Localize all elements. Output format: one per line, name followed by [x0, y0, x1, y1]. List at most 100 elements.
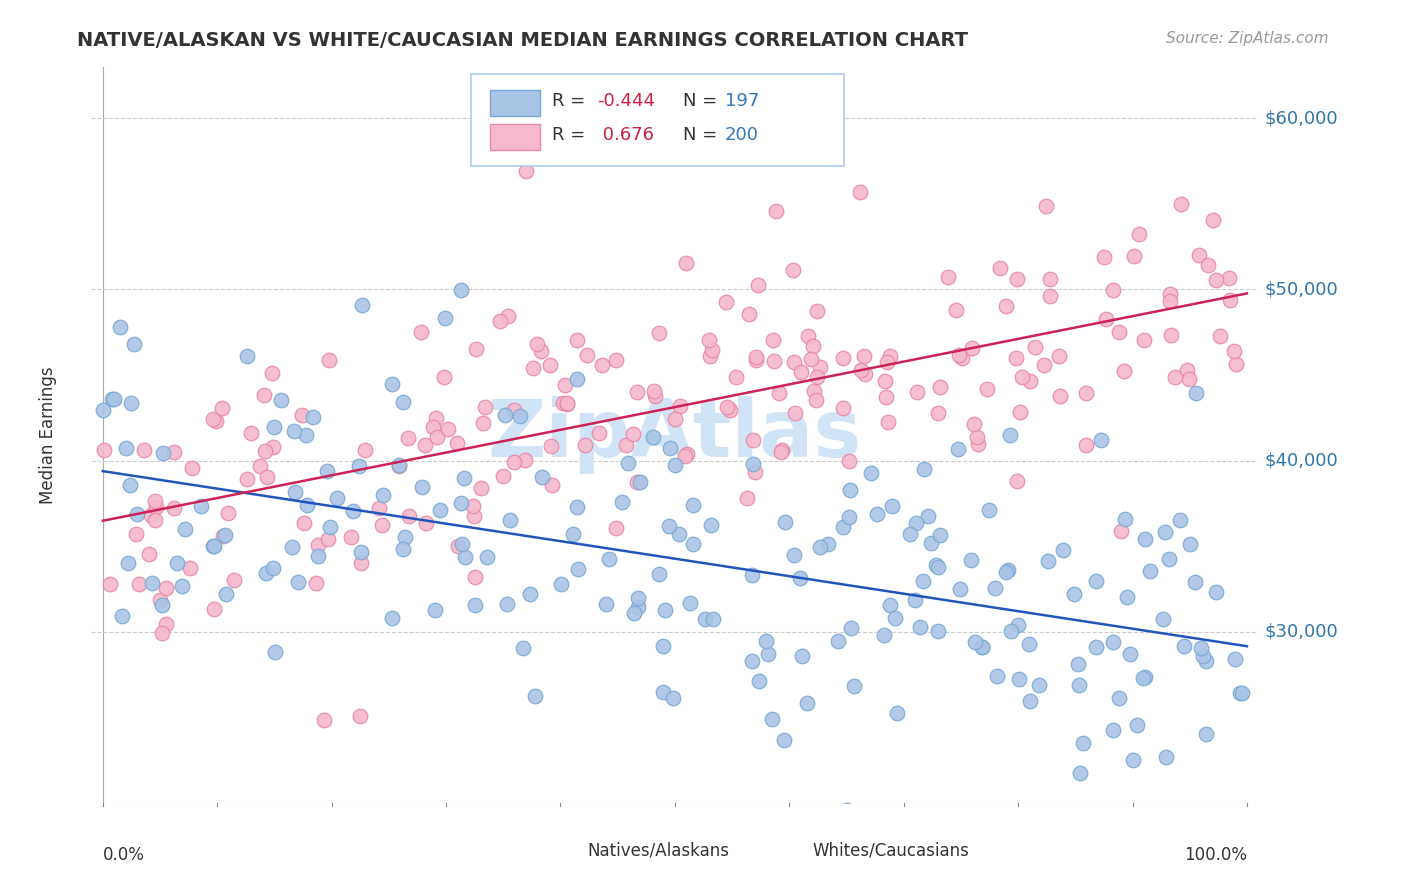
Point — [617, 456, 640, 470]
Point — [605, 521, 627, 535]
Point — [305, 576, 328, 591]
Point — [662, 690, 685, 705]
Point — [98, 577, 121, 591]
Point — [1114, 511, 1136, 525]
Point — [576, 348, 599, 362]
Point — [1115, 590, 1137, 604]
Point — [256, 470, 278, 484]
Point — [875, 390, 897, 404]
Point — [1047, 350, 1070, 364]
Point — [307, 549, 329, 564]
Point — [1156, 750, 1178, 764]
Point — [145, 513, 167, 527]
Point — [217, 506, 239, 520]
Point — [1018, 374, 1040, 388]
Point — [496, 310, 519, 324]
Point — [741, 568, 763, 582]
Point — [756, 647, 779, 661]
Point — [1018, 637, 1040, 651]
Point — [621, 426, 644, 441]
Point — [803, 384, 825, 399]
Point — [212, 529, 235, 543]
Point — [1205, 273, 1227, 287]
Point — [1170, 197, 1192, 211]
Point — [925, 558, 948, 573]
Point — [426, 430, 449, 444]
Point — [697, 333, 720, 347]
Point — [623, 606, 645, 620]
Point — [966, 430, 988, 444]
Point — [1039, 289, 1062, 303]
Point — [214, 528, 236, 542]
Point — [498, 513, 520, 527]
Point — [716, 400, 738, 414]
Point — [115, 441, 138, 455]
Point — [550, 577, 572, 591]
Point — [641, 430, 664, 444]
Point — [628, 475, 651, 489]
Point — [1102, 723, 1125, 738]
Point — [1202, 213, 1225, 227]
Point — [565, 372, 588, 386]
Text: Natives/Alaskans: Natives/Alaskans — [588, 842, 730, 860]
Point — [714, 295, 737, 310]
Point — [253, 444, 276, 458]
Point — [1135, 670, 1157, 684]
Point — [927, 560, 949, 574]
Point — [796, 329, 818, 343]
Point — [673, 449, 696, 463]
Point — [998, 427, 1021, 442]
Point — [959, 552, 981, 566]
Point — [769, 444, 792, 458]
Point — [1101, 635, 1123, 649]
Point — [972, 640, 994, 654]
Text: Whites/Caucasians: Whites/Caucasians — [813, 842, 970, 860]
Point — [647, 566, 669, 581]
Point — [912, 462, 935, 476]
Point — [745, 353, 768, 368]
Point — [1094, 312, 1116, 326]
Point — [371, 488, 394, 502]
Point — [831, 351, 853, 365]
Point — [451, 537, 474, 551]
Point — [908, 619, 931, 633]
Point — [295, 498, 318, 512]
Point — [920, 535, 942, 549]
Point — [1126, 717, 1149, 731]
Point — [963, 417, 986, 431]
Text: $50,000: $50,000 — [1264, 280, 1339, 299]
Point — [474, 400, 496, 414]
Point — [254, 566, 277, 581]
Point — [530, 344, 553, 359]
Point — [350, 556, 373, 570]
Point — [654, 603, 676, 617]
Text: -0.444: -0.444 — [596, 93, 655, 111]
Point — [1108, 690, 1130, 705]
Point — [179, 561, 201, 575]
Point — [540, 359, 562, 373]
Point — [103, 392, 125, 407]
Point — [664, 458, 686, 472]
Point — [853, 368, 876, 382]
Point — [1122, 249, 1144, 263]
Point — [150, 598, 173, 612]
Point — [976, 382, 998, 396]
Point — [1052, 543, 1074, 558]
Point — [354, 443, 377, 458]
Text: $30,000: $30,000 — [1264, 623, 1339, 640]
Point — [470, 481, 492, 495]
Point — [960, 341, 983, 355]
Point — [796, 697, 818, 711]
Point — [598, 552, 620, 566]
Point — [773, 732, 796, 747]
Point — [702, 343, 724, 358]
Point — [929, 380, 952, 394]
Point — [1219, 293, 1241, 307]
Point — [163, 501, 186, 516]
Point — [1007, 618, 1029, 632]
Point — [368, 500, 391, 515]
Point — [141, 576, 163, 591]
Point — [1108, 326, 1130, 340]
Point — [1084, 574, 1107, 589]
Point — [595, 597, 617, 611]
